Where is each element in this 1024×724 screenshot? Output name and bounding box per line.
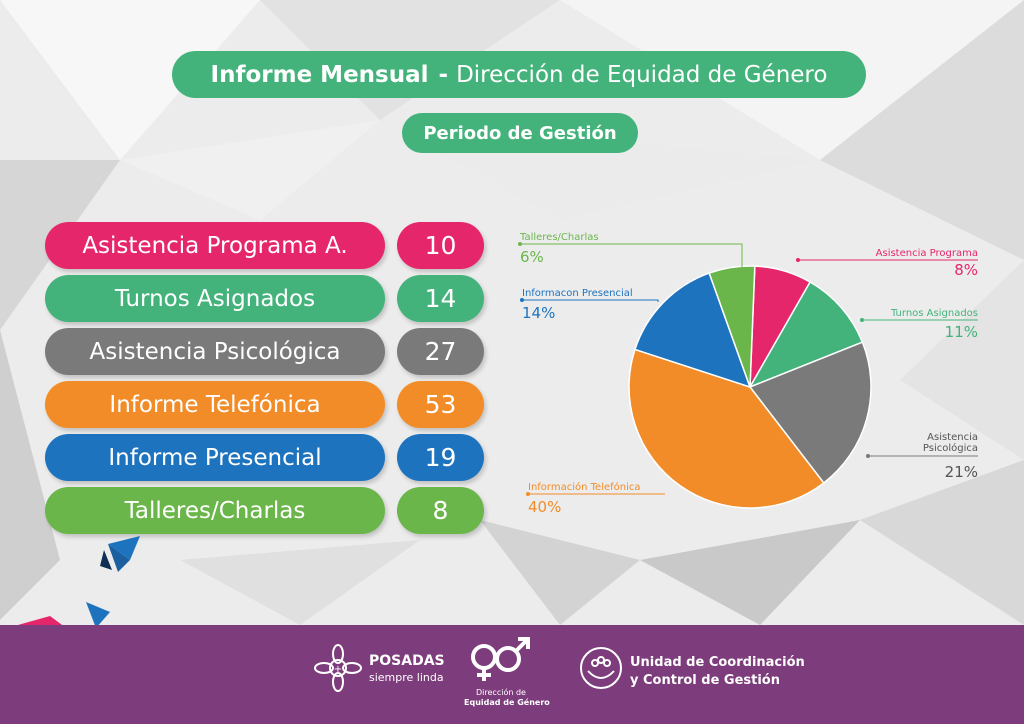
- direccion-line2: Equidad de Género: [464, 698, 550, 707]
- slice-label: Asistencia Programa: [876, 248, 978, 259]
- pie-slice: [628, 348, 825, 509]
- slice-percent: 6%: [520, 248, 544, 266]
- leader-dot: [518, 242, 522, 246]
- row-value-talleres-charlas: 8: [397, 487, 484, 534]
- slice-label: Información Telefónica: [528, 481, 641, 493]
- unidad-line2: y Control de Gestión: [630, 673, 780, 688]
- row-label-informe-presencial: Informe Presencial: [45, 434, 385, 481]
- row-value-turnos-asignados: 14: [397, 275, 484, 322]
- leader-dot: [520, 298, 524, 302]
- row-value-asistencia-programa: 10: [397, 222, 484, 269]
- row-label-turnos-asignados: Turnos Asignados: [45, 275, 385, 322]
- butterfly-icon: [100, 536, 140, 572]
- footer-band: + POSADAS siempre linda Dirección de Equ…: [0, 625, 1024, 724]
- pie-slice: [748, 341, 872, 484]
- row-label-asistencia-programa: Asistencia Programa A.: [45, 222, 385, 269]
- slice-label: Asistencia: [927, 432, 978, 443]
- posadas-logo-icon: +: [314, 644, 362, 692]
- title-rest: Dirección de Equidad de Género: [456, 61, 828, 88]
- slice-percent: 14%: [522, 304, 555, 322]
- pie-chart: Asistencia Programa 8% Turnos Asignados 11%…: [518, 232, 978, 516]
- slice-label: Informacon Presencial: [522, 288, 633, 299]
- row-label-asistencia-psicologica: Asistencia Psicológica: [45, 328, 385, 375]
- row-label-talleres-charlas: Talleres/Charlas: [45, 487, 385, 534]
- slice-label: Talleres/Charlas: [519, 232, 599, 243]
- row-value-informe-telefonica: 53: [397, 381, 484, 428]
- posadas-name: POSADAS: [369, 653, 445, 669]
- unidad-line1: Unidad de Coordinación: [630, 655, 805, 670]
- row-value-informe-presencial: 19: [397, 434, 484, 481]
- unidad-logo-icon: [580, 647, 622, 689]
- slice-label: Psicológica: [923, 442, 978, 454]
- pie-slice: [634, 272, 752, 389]
- posadas-tagline: siempre linda: [369, 671, 444, 684]
- leader-dot: [526, 492, 530, 496]
- leader-dot: [860, 318, 864, 322]
- title-dash: -: [438, 61, 449, 88]
- title-bold: Informe Mensual: [210, 61, 429, 88]
- direccion-line1: Dirección de: [476, 688, 526, 697]
- leader-dot: [866, 454, 870, 458]
- pie-slice: [708, 265, 756, 388]
- slice-percent: 21%: [945, 463, 978, 481]
- svg-text:+: +: [334, 664, 342, 675]
- pie-slice: [748, 280, 864, 389]
- leader-line: [520, 243, 743, 268]
- leader-line: [522, 299, 659, 302]
- slice-percent: 8%: [954, 261, 978, 279]
- slice-percent: 11%: [945, 323, 978, 341]
- report-title: Informe Mensual - Dirección de Equidad d…: [172, 51, 866, 98]
- slice-percent: 40%: [528, 498, 561, 516]
- gender-equity-icon: [471, 637, 530, 681]
- period-label: Periodo de Gestión: [402, 113, 638, 153]
- leader-dot: [796, 258, 800, 262]
- slice-label: Turnos Asignados: [890, 308, 978, 319]
- row-label-informe-telefonica: Informe Telefónica: [45, 381, 385, 428]
- row-value-asistencia-psicologica: 27: [397, 328, 484, 375]
